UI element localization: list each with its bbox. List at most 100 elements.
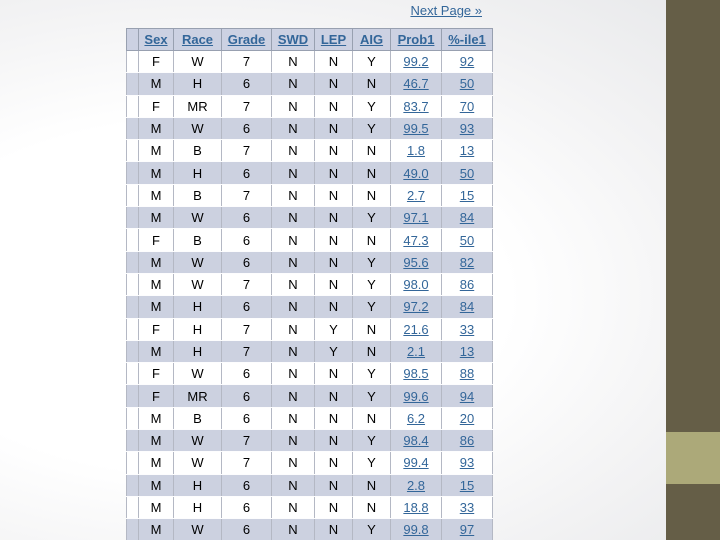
prob1-value-link[interactable]: 46.7	[403, 76, 429, 92]
prob1-value-link[interactable]: 6.2	[406, 410, 426, 426]
table-row: M B 7 N N N 1.8 13	[126, 139, 493, 163]
table-row: M W 7 N N Y 98.4 86	[126, 429, 493, 453]
column-sort-link-race[interactable]: Race	[181, 32, 214, 47]
pctile1-value-link[interactable]: 94	[459, 388, 475, 404]
column-sort-link-prob1[interactable]: Prob1	[397, 32, 435, 47]
prob1-value-link[interactable]: 83.7	[403, 98, 429, 114]
row-spacer-cell	[126, 116, 139, 141]
cell-pctile1: 92	[441, 49, 493, 74]
table-row: M H 6 N N N 46.7 50	[126, 72, 493, 96]
column-sort-link-aig[interactable]: AIG	[359, 32, 384, 47]
row-spacer-cell	[126, 384, 139, 408]
prob1-value-link[interactable]: 99.6	[403, 388, 429, 404]
prob1-value-link[interactable]: 97.2	[403, 299, 429, 315]
cell-aig: Y	[352, 206, 391, 230]
pctile1-value-link[interactable]: 93	[459, 455, 475, 471]
pctile1-value-link[interactable]: 13	[459, 143, 475, 159]
pctile1-value-link[interactable]: 33	[459, 321, 475, 337]
column-sort-link-sex[interactable]: Sex	[144, 32, 168, 47]
cell-prob1: 99.8	[390, 518, 442, 540]
next-page-link[interactable]: Next Page »	[410, 3, 482, 18]
column-sort-link-lep[interactable]: LEP	[320, 32, 347, 47]
pctile1-value-link[interactable]: 82	[459, 254, 475, 270]
header-row: Sex Race Grade SWD LEP AIG Prob1 %-ile1	[126, 28, 493, 51]
cell-swd: N	[271, 94, 315, 118]
pctile1-value-link[interactable]: 20	[459, 410, 475, 426]
header-cell-spacer	[126, 28, 139, 51]
pctile1-value-link[interactable]: 86	[459, 277, 475, 293]
cell-lep: N	[314, 116, 353, 141]
prob1-value-link[interactable]: 99.8	[403, 522, 429, 538]
prob1-value-link[interactable]: 2.7	[406, 187, 426, 203]
column-sort-link-swd[interactable]: SWD	[277, 32, 309, 47]
pctile1-value-link[interactable]: 97	[459, 522, 475, 538]
cell-aig: N	[352, 406, 391, 431]
cell-swd: N	[271, 161, 315, 185]
column-sort-link-pctile1[interactable]: %-ile1	[448, 32, 486, 47]
cell-sex: F	[138, 317, 174, 341]
pctile1-value-link[interactable]: 84	[459, 299, 475, 315]
cell-swd: N	[271, 206, 315, 230]
cell-swd: N	[271, 473, 315, 497]
prob1-value-link[interactable]: 99.4	[403, 455, 429, 471]
prob1-value-link[interactable]: 2.1	[406, 344, 426, 359]
cell-swd: N	[271, 339, 315, 364]
table-row: M W 7 N N Y 99.4 93	[126, 451, 493, 475]
cell-race: W	[173, 206, 222, 230]
prob1-value-link[interactable]: 49.0	[403, 165, 429, 181]
pctile1-value-link[interactable]: 13	[459, 344, 475, 359]
pctile1-value-link[interactable]: 93	[459, 121, 475, 137]
cell-prob1: 83.7	[390, 94, 442, 118]
cell-swd: N	[271, 49, 315, 74]
pctile1-value-link[interactable]: 50	[459, 165, 475, 181]
cell-race: W	[173, 49, 222, 74]
prob1-value-link[interactable]: 99.5	[403, 121, 429, 137]
prob1-value-link[interactable]: 98.0	[403, 277, 429, 293]
header-cell-aig: AIG	[352, 28, 391, 51]
cell-swd: N	[271, 272, 315, 297]
pctile1-value-link[interactable]: 33	[459, 500, 475, 516]
cell-sex: M	[138, 206, 174, 230]
pctile1-value-link[interactable]: 92	[459, 54, 475, 70]
cell-swd: N	[271, 116, 315, 141]
table-row: F W 6 N N Y 98.5 88	[126, 362, 493, 386]
pctile1-value-link[interactable]: 15	[459, 477, 475, 493]
cell-race: H	[173, 339, 222, 364]
prob1-value-link[interactable]: 2.8	[406, 477, 426, 493]
cell-grade: 6	[221, 250, 272, 274]
column-sort-link-grade[interactable]: Grade	[227, 32, 266, 47]
prob1-value-link[interactable]: 21.6	[403, 321, 429, 337]
pctile1-value-link[interactable]: 84	[459, 210, 475, 226]
pctile1-value-link[interactable]: 50	[459, 232, 475, 248]
row-spacer-cell	[126, 406, 139, 431]
prob1-value-link[interactable]: 18.8	[403, 500, 429, 516]
cell-aig: Y	[352, 250, 391, 274]
table-header: Sex Race Grade SWD LEP AIG Prob1 %-ile1	[126, 28, 493, 51]
cell-sex: M	[138, 139, 174, 163]
table-row: M W 6 N N Y 97.1 84	[126, 206, 493, 230]
cell-grade: 6	[221, 295, 272, 319]
cell-lep: N	[314, 272, 353, 297]
cell-prob1: 6.2	[390, 406, 442, 431]
pctile1-value-link[interactable]: 15	[459, 187, 475, 203]
cell-race: W	[173, 116, 222, 141]
prob1-value-link[interactable]: 1.8	[406, 143, 426, 159]
cell-swd: N	[271, 183, 315, 208]
prob1-value-link[interactable]: 99.2	[403, 54, 429, 70]
pctile1-value-link[interactable]: 88	[459, 366, 475, 382]
prob1-value-link[interactable]: 95.6	[403, 254, 429, 270]
pctile1-value-link[interactable]: 70	[459, 98, 475, 114]
pctile1-value-link[interactable]: 50	[459, 76, 475, 92]
cell-race: W	[173, 429, 222, 453]
prob1-value-link[interactable]: 47.3	[403, 232, 429, 248]
cell-sex: M	[138, 518, 174, 540]
pctile1-value-link[interactable]: 86	[459, 433, 475, 449]
prob1-value-link[interactable]: 98.4	[403, 433, 429, 449]
cell-prob1: 1.8	[390, 139, 442, 163]
prob1-value-link[interactable]: 98.5	[403, 366, 429, 382]
row-spacer-cell	[126, 72, 139, 96]
cell-swd: N	[271, 139, 315, 163]
cell-pctile1: 70	[441, 94, 493, 118]
cell-grade: 6	[221, 116, 272, 141]
prob1-value-link[interactable]: 97.1	[403, 210, 429, 226]
